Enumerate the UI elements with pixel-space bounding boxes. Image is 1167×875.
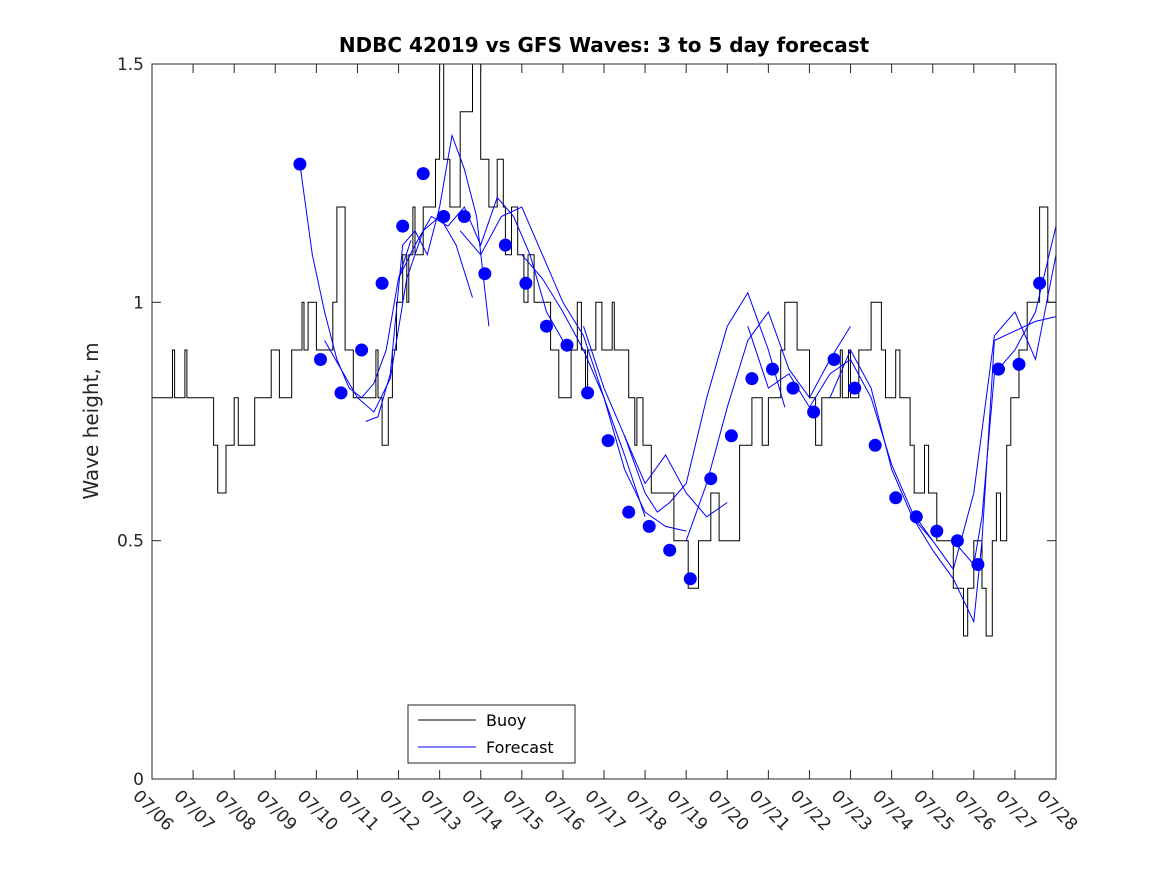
y-tick-label: 0	[133, 770, 144, 790]
y-tick-labels: 0 0.5 1 1.5	[117, 55, 144, 790]
legend-buoy-label: Buoy	[486, 711, 526, 730]
forecast-point	[663, 543, 677, 557]
forecast-point	[560, 338, 574, 352]
legend-box	[407, 704, 576, 764]
forecast-point	[807, 405, 821, 419]
forecast-point	[519, 276, 533, 290]
forecast-point	[1012, 357, 1026, 371]
forecast-point	[396, 219, 410, 233]
forecast-point	[437, 210, 451, 223]
chart-title: NDBC 42019 vs GFS Waves: 3 to 5 day fore…	[339, 33, 870, 57]
forecast-point	[745, 372, 759, 386]
forecast-line-5	[459, 206, 646, 517]
y-tick-label: 1	[133, 293, 144, 313]
axis-ticks	[151, 63, 1057, 780]
forecast-line-11	[829, 254, 1057, 571]
forecast-point	[950, 534, 964, 548]
forecast-point	[498, 238, 512, 252]
forecast-point	[601, 434, 615, 448]
forecast-point	[909, 510, 923, 524]
forecast-line-6	[521, 254, 687, 532]
y-tick-label: 1.5	[117, 55, 144, 75]
forecast-line-7	[583, 326, 728, 518]
forecast-line-3	[365, 133, 490, 422]
forecast-markers	[293, 157, 1047, 586]
forecast-line-8	[624, 291, 786, 513]
forecast-point	[416, 167, 430, 181]
forecast-point	[375, 276, 389, 290]
forecast-point	[355, 343, 369, 357]
forecast-point	[971, 558, 985, 571]
forecast-point	[889, 491, 903, 505]
forecast-point	[930, 524, 944, 538]
plot-area	[152, 64, 1056, 779]
forecast-point	[724, 429, 738, 443]
forecast-point	[848, 381, 862, 395]
forecast-point	[334, 386, 348, 400]
forecast-point	[704, 472, 718, 486]
forecast-point	[540, 319, 553, 333]
forecast-point	[581, 386, 595, 400]
forecast-point	[642, 519, 656, 533]
forecast-point	[314, 353, 327, 366]
forecast-line-1	[299, 164, 412, 399]
forecast-point	[827, 353, 841, 366]
forecast-point	[992, 362, 1005, 376]
y-axis-label: Wave height, m	[79, 342, 103, 499]
forecast-point	[1033, 276, 1047, 290]
forecast-line-9	[685, 310, 851, 541]
forecast-point	[766, 362, 779, 376]
forecast-point	[868, 438, 882, 452]
forecast-point	[457, 210, 471, 223]
forecast-point	[478, 267, 492, 281]
forecast-line-10	[747, 326, 934, 541]
forecast-point	[622, 505, 636, 519]
legend: Buoy Forecast	[407, 704, 576, 764]
forecast-point	[683, 572, 697, 586]
forecast-line-4	[398, 196, 564, 341]
forecast-point	[293, 157, 307, 171]
legend-forecast-label: Forecast	[486, 738, 554, 757]
forecast-point	[786, 381, 800, 395]
y-tick-label: 0.5	[117, 532, 144, 552]
forecast-line-2	[324, 215, 473, 413]
